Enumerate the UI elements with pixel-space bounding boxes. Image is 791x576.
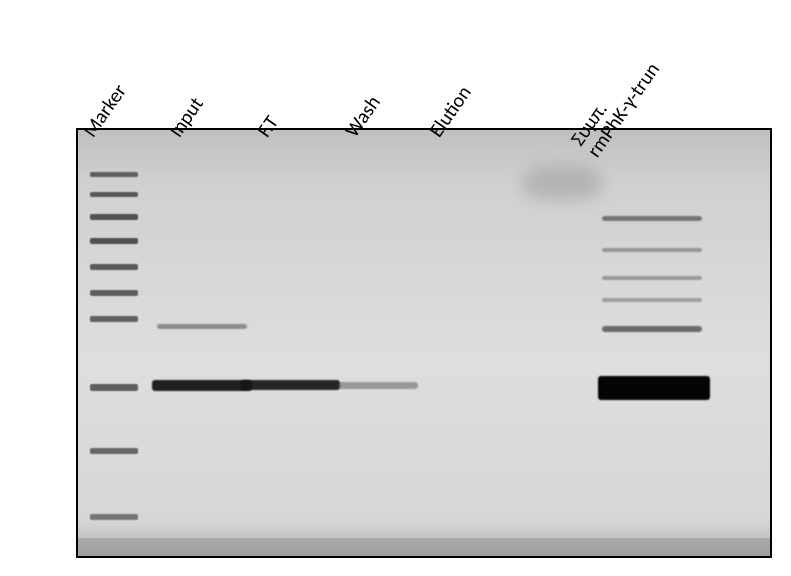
marker-band	[90, 214, 138, 220]
marker-band	[90, 448, 138, 454]
marker-band	[90, 192, 138, 197]
band-conc	[602, 276, 702, 280]
marker-band	[90, 238, 138, 244]
band-input	[152, 380, 252, 391]
marker-band	[90, 514, 138, 520]
marker-band	[90, 384, 138, 391]
gel-bands-layer	[78, 130, 770, 556]
marker-band	[90, 264, 138, 270]
band-input	[157, 324, 247, 329]
gel-frame	[76, 128, 772, 558]
band-conc	[602, 326, 702, 332]
band-ft	[240, 380, 340, 390]
band-conc	[598, 376, 710, 400]
band-conc	[602, 216, 702, 221]
marker-band	[90, 172, 138, 177]
marker-band	[90, 316, 138, 322]
band-wash	[338, 382, 418, 389]
band-conc	[602, 298, 702, 302]
gel-figure: 175 ~130 ~90 ~70 ~60 ~50 ~40 ~30 ~20 ~15…	[0, 0, 791, 576]
band-conc	[602, 248, 702, 252]
marker-band	[90, 290, 138, 296]
